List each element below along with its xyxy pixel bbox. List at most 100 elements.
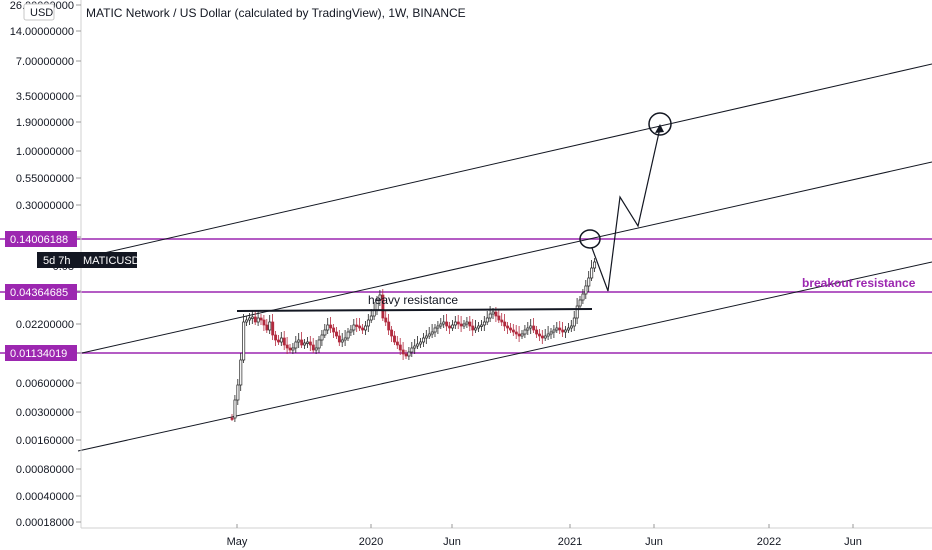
channel-line	[77, 261, 932, 452]
x-tick-label: Jun	[645, 536, 663, 548]
price-label-upper: 0.14006188	[10, 234, 68, 246]
candle-body	[381, 294, 385, 319]
candle-body	[549, 331, 553, 335]
candle-body	[242, 321, 246, 361]
candle-body	[448, 325, 452, 329]
candle-body	[335, 331, 338, 337]
candle-body	[581, 293, 585, 301]
candle-body	[387, 321, 391, 331]
price-label-upper-bg	[5, 231, 77, 247]
candle-body	[445, 321, 449, 327]
candle-body	[329, 324, 333, 329]
currency-badge[interactable]	[23, 3, 55, 21]
horizontal-levels	[0, 238, 932, 354]
candle-body	[393, 335, 396, 343]
y-tick-label: 0.00160000	[16, 435, 74, 447]
candle-body	[453, 321, 457, 326]
candle-body	[494, 311, 498, 317]
candle-body	[358, 325, 362, 329]
candle-body	[300, 339, 304, 346]
candle-body	[422, 337, 425, 343]
ascending-channel	[77, 63, 932, 452]
candle-body	[361, 327, 365, 331]
price-label-lower: 0.01134019	[10, 348, 67, 360]
candle-body	[555, 327, 559, 331]
heavy-resistance-line	[236, 308, 593, 312]
candle-body	[543, 335, 547, 339]
candle-body	[332, 327, 336, 333]
candle-body	[459, 323, 463, 327]
x-tick-label: 2022	[757, 536, 781, 548]
breakout-resistance-annotation: breakout resistance	[802, 276, 916, 290]
candle-body	[590, 267, 594, 279]
chart-title: MATIC Network / US Dollar (calculated by…	[86, 6, 466, 20]
candle-body	[416, 343, 420, 347]
candle-body	[532, 325, 536, 331]
candle-body	[314, 347, 318, 351]
candle-body	[488, 313, 492, 319]
candle-body	[462, 323, 466, 327]
y-tick-label: 0.00018000	[16, 517, 74, 529]
y-tick-label: 0.30000000	[16, 200, 74, 212]
candle-body	[395, 341, 399, 346]
candle-body	[468, 321, 472, 327]
candle-body	[535, 329, 539, 335]
candle-body	[340, 339, 344, 343]
y-tick-label: 0.00080000	[16, 464, 74, 476]
candle-body	[390, 329, 394, 337]
candle-body	[497, 315, 501, 321]
candle-body	[436, 325, 440, 329]
candle-body	[456, 321, 460, 325]
y-tick-label: 0.00300000	[16, 407, 74, 419]
candle-body	[346, 331, 350, 339]
target-circle	[648, 112, 672, 136]
y-tick-label: 7.00000000	[16, 56, 74, 68]
candle-body	[288, 347, 292, 351]
candle-body	[250, 316, 254, 319]
candle-body	[279, 337, 283, 343]
x-axis: May 2020 Jun 2021 Jun 2022 Jun	[81, 524, 932, 548]
y-tick-label: 1.90000000	[16, 117, 74, 129]
currency-label: USD	[30, 7, 53, 19]
candle-body	[485, 317, 489, 323]
candle-body	[523, 329, 527, 335]
y-tick-label: 0.00040000	[16, 491, 74, 503]
candle-body	[503, 321, 507, 327]
candle-body	[474, 327, 478, 331]
candle-body	[311, 344, 315, 351]
candle-body	[491, 311, 495, 315]
y-tick-label: 0.00600000	[16, 378, 74, 390]
candle-body	[233, 399, 237, 419]
candle-body	[294, 341, 298, 349]
y-tick-label: 0.55000000	[16, 173, 74, 185]
candle-body	[424, 335, 428, 339]
candle-body	[277, 339, 280, 343]
candle-body	[401, 349, 405, 355]
channel-line	[81, 161, 932, 354]
candle-body	[308, 341, 312, 346]
projection-path	[591, 127, 661, 292]
candle-body	[364, 325, 367, 331]
candle-body	[306, 341, 309, 344]
y-tick-label: 1.00000000	[16, 146, 74, 158]
candle-body	[262, 319, 266, 326]
candle-body	[268, 321, 272, 331]
y-tick-label: 3.50000000	[16, 91, 74, 103]
symbol-label: MATICUSD	[83, 255, 140, 267]
candle-body	[265, 324, 269, 331]
candle-body	[271, 321, 275, 336]
candle-body	[326, 324, 330, 331]
candle-body	[337, 335, 341, 343]
candle-body	[511, 329, 515, 333]
candle-body	[248, 317, 251, 321]
candle-body	[274, 334, 278, 341]
heavy-resistance-annotation: heavy resistance	[368, 293, 458, 307]
candle-body	[509, 327, 512, 331]
candle-body	[384, 317, 388, 323]
channel-line	[81, 63, 932, 259]
candle-body	[349, 329, 353, 333]
price-label-lower-bg	[5, 345, 77, 361]
candle-body	[369, 315, 373, 321]
candle-body	[239, 359, 243, 386]
